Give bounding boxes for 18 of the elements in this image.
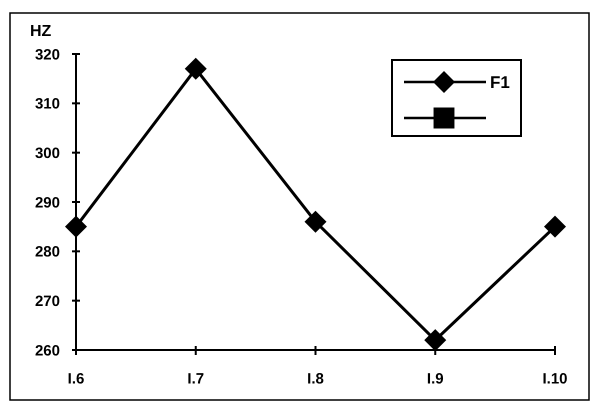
x-tick-label: I.9 xyxy=(426,370,444,388)
y-tick-label: 300 xyxy=(34,144,60,162)
x-tick-label: I.7 xyxy=(187,370,204,388)
y-tick-label: 310 xyxy=(34,96,60,113)
y-tick-label: 270 xyxy=(34,292,60,310)
x-tick-label: I.8 xyxy=(307,370,324,388)
y-tick-label: 290 xyxy=(34,194,60,212)
y-tick-label: 320 xyxy=(34,46,60,64)
x-tick-label: I.6 xyxy=(68,370,84,388)
point xyxy=(65,216,87,238)
x-tick-label: I.10 xyxy=(542,370,568,388)
point xyxy=(184,58,207,80)
y-tick-label: 260 xyxy=(34,342,60,360)
y-tick-label: 280 xyxy=(34,244,60,261)
point xyxy=(304,210,326,233)
legend-label: F1 xyxy=(490,72,510,92)
point xyxy=(544,216,566,238)
y-axis-title: HZ xyxy=(30,23,52,40)
